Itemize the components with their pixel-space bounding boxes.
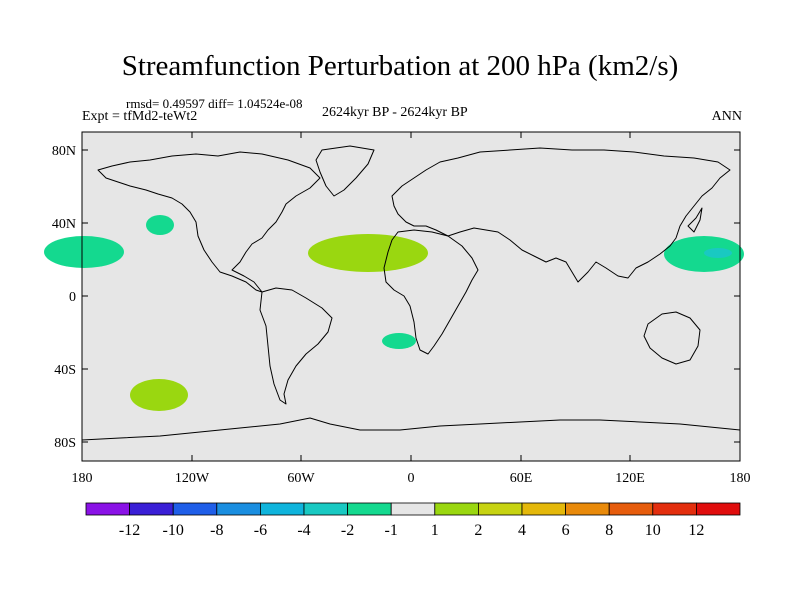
- colorbar-swatch: [652, 502, 697, 516]
- colorbar-swatch: [565, 502, 610, 516]
- latitude-labels: 80N 40N 0 40S 80S: [52, 144, 76, 451]
- lon-label: 120W: [175, 471, 210, 486]
- map-background: [82, 132, 740, 461]
- colorbar-swatch: [216, 502, 261, 516]
- colorbar-label: -1: [385, 522, 398, 539]
- colorbar-label: 2: [474, 522, 482, 539]
- lon-label: 0: [408, 471, 415, 486]
- colorbar: -12 -10 -8 -6 -4 -2 -1 1 2 4 6 8 10 12: [85, 502, 741, 539]
- axis-ticks: [81, 132, 741, 461]
- lon-label: 60E: [510, 471, 533, 486]
- colorbar-label: 1: [431, 522, 439, 539]
- anomaly-west-pacific-core: [704, 248, 732, 258]
- lat-label: 80S: [54, 436, 76, 451]
- colorbar-swatch: [347, 502, 392, 516]
- anomaly-south-atlantic: [382, 333, 416, 349]
- coastline-africa: [383, 229, 479, 355]
- period-label: 2624kyr BP - 2624kyr BP: [322, 105, 468, 120]
- coastline-australia: [643, 311, 701, 365]
- colorbar-swatch: [696, 502, 741, 516]
- coastline-antarctica: [81, 417, 741, 441]
- colorbar-label: -10: [163, 522, 184, 539]
- colorbar-swatch: [303, 502, 348, 516]
- lon-label: 180: [730, 471, 751, 486]
- coastline-eurasia: [391, 147, 731, 283]
- anomaly-regions: [44, 215, 744, 411]
- figure-title: Streamfunction Perturbation at 200 hPa (…: [121, 50, 679, 82]
- anomaly-north-pacific-west: [44, 236, 124, 268]
- colorbar-label: 4: [518, 522, 526, 539]
- colorbar-swatch: [85, 502, 130, 516]
- anomaly-west-pacific: [664, 236, 744, 272]
- colorbar-label: 8: [605, 522, 613, 539]
- colorbar-label: 12: [688, 522, 704, 539]
- coastline-south-america: [259, 287, 333, 405]
- colorbar-swatch: [434, 502, 479, 516]
- lat-label: 40S: [54, 363, 76, 378]
- lon-label: 60W: [287, 471, 315, 486]
- colorbar-swatch: [172, 502, 218, 516]
- season-label: ANN: [711, 109, 742, 124]
- colorbar-label: 10: [645, 522, 661, 539]
- anomaly-north-atlantic: [308, 234, 428, 272]
- lon-label: 120E: [615, 471, 645, 486]
- coastlines: [81, 145, 741, 441]
- coastline-north-america: [97, 151, 321, 293]
- coastline-japan: [687, 207, 703, 233]
- colorbar-label: 6: [562, 522, 570, 539]
- colorbar-swatch: [259, 502, 305, 516]
- lat-label: 80N: [52, 144, 76, 159]
- colorbar-swatch: [390, 502, 436, 516]
- lat-label: 0: [69, 290, 76, 305]
- colorbar-label: -2: [341, 522, 354, 539]
- colorbar-swatch: [521, 502, 566, 516]
- colorbar-label: -4: [297, 522, 310, 539]
- colorbar-label: -8: [210, 522, 223, 539]
- experiment-label: Expt = tfMd2-teWt2: [82, 109, 198, 124]
- colorbar-label: -6: [254, 522, 267, 539]
- stats-line: rmsd= 0.49597 diff= 1.04524e-08: [126, 96, 303, 111]
- anomaly-south-pacific: [130, 379, 188, 411]
- colorbar-swatch: [608, 502, 654, 516]
- colorbar-swatch: [129, 502, 174, 516]
- colorbar-label: -12: [119, 522, 140, 539]
- lat-label: 40N: [52, 217, 76, 232]
- coastline-greenland: [315, 145, 375, 197]
- longitude-labels: 180 120W 60W 0 60E 120E 180: [72, 471, 751, 486]
- lon-label: 180: [72, 471, 93, 486]
- anomaly-north-pacific-small: [146, 215, 174, 235]
- colorbar-swatch: [477, 502, 523, 516]
